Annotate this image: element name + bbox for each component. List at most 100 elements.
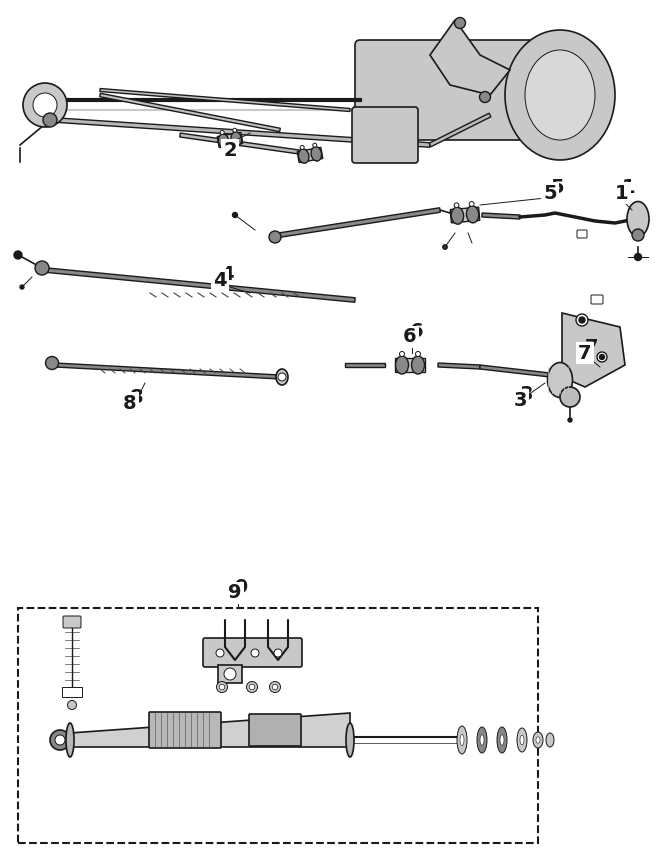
Circle shape [416,351,420,356]
Polygon shape [450,207,480,223]
Circle shape [469,202,474,206]
Ellipse shape [346,723,354,757]
Polygon shape [297,147,323,163]
Circle shape [568,418,572,422]
Ellipse shape [548,362,573,398]
Ellipse shape [520,735,524,745]
Circle shape [278,373,286,381]
Circle shape [274,649,282,657]
Circle shape [23,83,67,127]
Ellipse shape [477,727,487,753]
Polygon shape [70,713,350,747]
Ellipse shape [411,356,424,374]
Polygon shape [217,132,243,148]
Text: 6: 6 [410,322,424,341]
FancyBboxPatch shape [249,714,301,746]
Text: 3: 3 [520,385,534,404]
Text: 4: 4 [214,271,227,290]
Circle shape [220,131,224,134]
Ellipse shape [546,733,554,747]
Circle shape [55,735,65,745]
Ellipse shape [395,356,409,374]
Ellipse shape [451,207,464,224]
Circle shape [313,144,317,147]
Polygon shape [55,118,430,147]
Ellipse shape [460,734,464,746]
Circle shape [576,314,588,326]
Ellipse shape [480,734,484,746]
Ellipse shape [505,30,615,160]
Text: 2: 2 [223,140,237,159]
FancyBboxPatch shape [203,638,302,667]
Ellipse shape [299,149,309,163]
FancyBboxPatch shape [62,687,82,697]
FancyBboxPatch shape [18,608,538,843]
Circle shape [216,649,224,657]
Circle shape [219,684,225,689]
Circle shape [45,356,59,369]
Circle shape [33,93,57,117]
FancyBboxPatch shape [352,107,418,163]
FancyBboxPatch shape [591,295,603,304]
FancyBboxPatch shape [355,40,585,140]
Circle shape [217,682,227,693]
Text: 4: 4 [220,265,234,284]
Polygon shape [562,313,625,387]
Polygon shape [55,363,280,379]
Text: 7: 7 [578,343,592,362]
Polygon shape [429,113,491,147]
Text: 8: 8 [130,388,144,407]
Circle shape [251,649,259,657]
Ellipse shape [536,737,540,743]
Polygon shape [345,363,385,367]
Text: 9: 9 [228,584,242,603]
Polygon shape [482,213,520,219]
Circle shape [233,128,237,132]
FancyBboxPatch shape [63,616,81,628]
Circle shape [272,684,278,689]
Circle shape [20,285,24,289]
Polygon shape [438,363,480,369]
Polygon shape [100,88,350,112]
Ellipse shape [231,131,242,146]
Ellipse shape [533,732,543,748]
Circle shape [224,668,236,680]
Text: 3: 3 [513,390,527,409]
Circle shape [67,701,76,709]
Circle shape [270,682,281,693]
Circle shape [579,317,585,323]
Circle shape [249,684,255,689]
Text: 8: 8 [123,394,137,413]
Text: 7: 7 [585,338,598,357]
Circle shape [443,245,447,249]
Ellipse shape [525,50,595,140]
Circle shape [399,351,405,356]
Ellipse shape [66,723,74,757]
Ellipse shape [627,202,649,236]
Polygon shape [218,665,242,683]
Circle shape [50,730,70,750]
Polygon shape [45,268,355,302]
Circle shape [597,352,607,362]
Circle shape [246,682,258,693]
Circle shape [300,145,304,150]
Text: 5: 5 [543,183,557,202]
Polygon shape [430,20,510,95]
Circle shape [600,355,604,360]
Ellipse shape [276,369,288,385]
Circle shape [635,253,641,260]
Ellipse shape [517,728,527,752]
Circle shape [233,213,237,217]
Ellipse shape [497,727,507,753]
FancyBboxPatch shape [149,712,221,748]
Polygon shape [395,358,425,372]
FancyBboxPatch shape [577,230,587,238]
Polygon shape [180,133,320,157]
Text: 9: 9 [235,578,248,597]
Circle shape [455,17,465,29]
Text: 1: 1 [616,183,629,202]
Circle shape [560,387,580,407]
Circle shape [632,229,644,241]
Circle shape [454,203,459,208]
Ellipse shape [311,147,322,161]
